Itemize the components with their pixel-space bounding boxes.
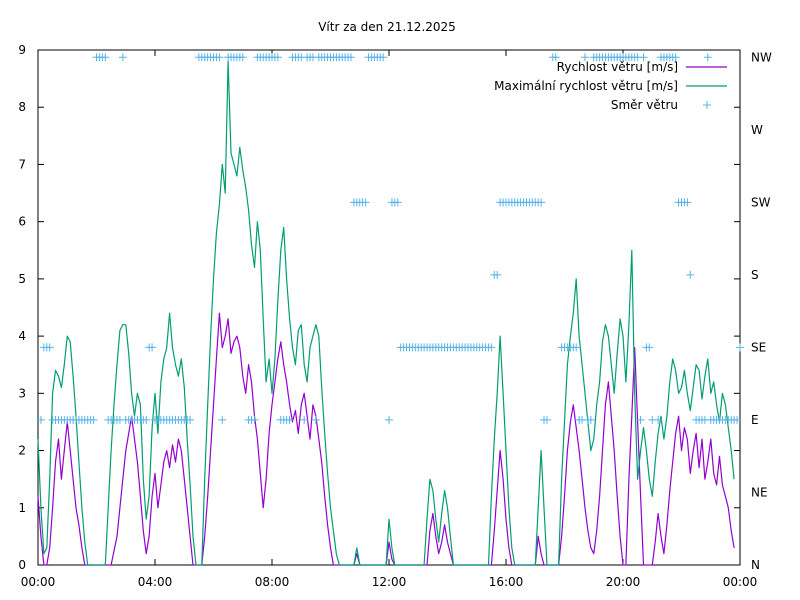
y-tick-label: 5	[18, 272, 26, 286]
wind-speed-line	[37, 312, 735, 566]
x-tick-label: 16:00	[489, 575, 524, 589]
wind-direction-point	[300, 415, 309, 424]
y-tick-label: 6	[18, 215, 26, 229]
legend-label: Směr větru	[611, 98, 678, 112]
wind-direction-point	[542, 415, 551, 424]
wind-direction-point	[487, 343, 496, 352]
y2-tick-label: NW	[751, 50, 772, 64]
x-tick-label: 12:00	[372, 575, 407, 589]
x-tick-label: 00:00	[21, 575, 56, 589]
wind-direction-point	[361, 198, 370, 207]
wind-direction-point	[218, 415, 227, 424]
y-tick-label: 0	[18, 558, 26, 572]
legend-label: Maximální rychlost větru [m/s]	[494, 79, 678, 93]
wind-direction-point	[493, 270, 502, 279]
wind-direction-point	[736, 343, 744, 352]
y2-tick-label: S	[751, 268, 759, 282]
series-layer	[36, 53, 744, 566]
wind-direction-point	[537, 198, 546, 207]
wind-direction-point	[346, 53, 355, 62]
wind-direction-point	[285, 415, 294, 424]
wind-direction-point	[393, 198, 402, 207]
y-axis: 0 1 2 3 4 5 6 7 8 9	[18, 43, 740, 572]
legend-swatch	[703, 101, 711, 109]
wind-direction-point	[148, 343, 157, 352]
wind-direction-point	[36, 415, 45, 424]
wind-direction-point	[686, 270, 695, 279]
wind-direction-point	[733, 415, 742, 424]
wind-direction-point	[273, 53, 282, 62]
y-tick-label: 1	[18, 501, 26, 515]
y-tick-label: 7	[18, 157, 26, 171]
wind-direction-point	[645, 343, 654, 352]
x-tick-label: 20:00	[606, 575, 641, 589]
y2-tick-label: N	[751, 558, 760, 572]
wind-direction-point	[186, 415, 195, 424]
wind-direction-point	[385, 415, 393, 424]
x-axis: 00:00 04:00 08:00 12:00 16:00 20:00 00:00	[21, 50, 758, 589]
wind-direction-point	[654, 415, 663, 424]
wind-direction-point	[142, 415, 151, 424]
wind-direction-point	[101, 53, 110, 62]
wind-direction-point	[671, 53, 680, 62]
wind-direction-point	[586, 415, 595, 424]
wind-direction-point	[250, 415, 259, 424]
wind-direction-point	[580, 53, 589, 62]
wind-direction-points	[36, 53, 744, 424]
wind-direction-point	[551, 53, 560, 62]
wind-direction-point	[238, 53, 247, 62]
wind-direction-point	[683, 198, 692, 207]
y-tick-label: 9	[18, 43, 26, 57]
y-tick-label: 3	[18, 386, 26, 400]
y-tick-label: 2	[18, 444, 26, 458]
max-wind-speed-line	[37, 60, 735, 566]
wind-direction-point	[89, 415, 98, 424]
y-tick-label: 4	[18, 329, 26, 343]
y2-tick-label: W	[751, 123, 763, 137]
wind-direction-point	[215, 53, 224, 62]
x-tick-label: 00:00	[723, 575, 758, 589]
legend-label: Rychlost větru [m/s]	[557, 60, 678, 74]
wind-direction-point	[118, 53, 127, 62]
chart-title: Vítr za den 21.12.2025	[318, 20, 456, 34]
y2-tick-label: SE	[751, 340, 766, 354]
plot-frame	[37, 49, 741, 566]
wind-direction-point	[572, 343, 581, 352]
wind-direction-point	[311, 415, 320, 424]
x-tick-label: 08:00	[255, 575, 290, 589]
wind-direction-point	[639, 53, 648, 62]
y2-axis: N NE E SE S SW W NW	[751, 50, 772, 572]
wind-direction-point	[703, 53, 712, 62]
wind-direction-point	[379, 53, 388, 62]
wind-direction-point	[636, 415, 645, 424]
x-tick-label: 04:00	[138, 575, 173, 589]
y-tick-label: 8	[18, 100, 26, 114]
wind-direction-point	[45, 343, 54, 352]
y2-tick-label: SW	[751, 195, 771, 209]
y2-tick-label: NE	[751, 485, 768, 499]
legend: Rychlost větru [m/s] Maximální rychlost v…	[494, 60, 727, 112]
y2-tick-label: E	[751, 413, 759, 427]
